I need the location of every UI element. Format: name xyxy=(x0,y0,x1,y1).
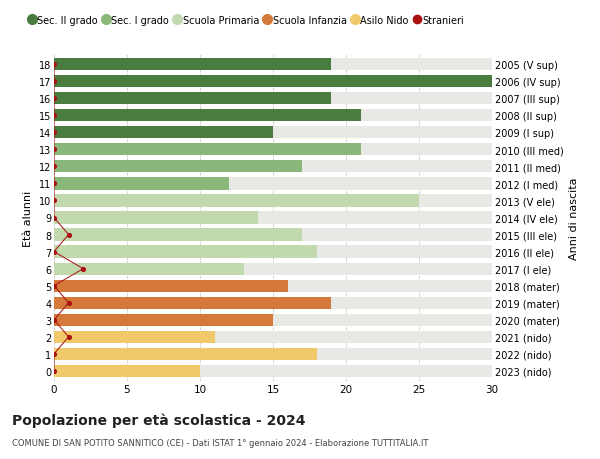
Bar xyxy=(54,229,492,241)
Bar xyxy=(54,212,259,224)
Bar xyxy=(54,331,215,343)
Point xyxy=(49,146,59,154)
Point xyxy=(64,299,73,307)
Point xyxy=(49,350,59,358)
Y-axis label: Età alunni: Età alunni xyxy=(23,190,33,246)
Bar xyxy=(54,161,302,173)
Bar xyxy=(54,229,302,241)
Bar xyxy=(54,144,492,156)
Point xyxy=(49,95,59,103)
Point xyxy=(49,129,59,137)
Bar xyxy=(54,263,492,275)
Bar xyxy=(54,297,331,309)
Bar xyxy=(54,246,317,258)
Point xyxy=(49,180,59,188)
Bar xyxy=(54,59,331,71)
Text: COMUNE DI SAN POTITO SANNITICO (CE) - Dati ISTAT 1° gennaio 2024 - Elaborazione : COMUNE DI SAN POTITO SANNITICO (CE) - Da… xyxy=(12,438,428,448)
Bar xyxy=(54,127,492,139)
Bar xyxy=(54,110,361,122)
Bar xyxy=(54,348,317,360)
Point xyxy=(49,197,59,205)
Bar xyxy=(54,76,492,88)
Bar xyxy=(54,178,492,190)
Point xyxy=(49,316,59,324)
Text: Popolazione per età scolastica - 2024: Popolazione per età scolastica - 2024 xyxy=(12,413,305,428)
Bar xyxy=(54,297,492,309)
Bar xyxy=(54,195,492,207)
Bar xyxy=(54,178,229,190)
Bar xyxy=(54,161,492,173)
Bar xyxy=(54,348,492,360)
Bar xyxy=(54,314,492,326)
Bar xyxy=(54,144,361,156)
Bar xyxy=(54,314,273,326)
Point xyxy=(49,368,59,375)
Point xyxy=(49,282,59,290)
Bar xyxy=(54,212,492,224)
Bar xyxy=(54,76,492,88)
Point xyxy=(49,248,59,256)
Legend: Sec. II grado, Sec. I grado, Scuola Primaria, Scuola Infanzia, Asilo Nido, Stran: Sec. II grado, Sec. I grado, Scuola Prim… xyxy=(29,16,464,26)
Point xyxy=(49,61,59,68)
Y-axis label: Anni di nascita: Anni di nascita xyxy=(569,177,579,259)
Point xyxy=(49,214,59,222)
Bar xyxy=(54,280,492,292)
Point xyxy=(49,163,59,171)
Bar xyxy=(54,195,419,207)
Point xyxy=(49,112,59,120)
Bar xyxy=(54,110,492,122)
Point xyxy=(79,265,88,273)
Point xyxy=(64,231,73,239)
Bar xyxy=(54,280,287,292)
Bar xyxy=(54,59,492,71)
Bar xyxy=(54,365,492,377)
Bar xyxy=(54,365,200,377)
Bar xyxy=(54,93,492,105)
Bar xyxy=(54,127,273,139)
Bar xyxy=(54,246,492,258)
Point xyxy=(49,78,59,86)
Bar xyxy=(54,93,331,105)
Point xyxy=(64,333,73,341)
Bar xyxy=(54,331,492,343)
Bar xyxy=(54,263,244,275)
